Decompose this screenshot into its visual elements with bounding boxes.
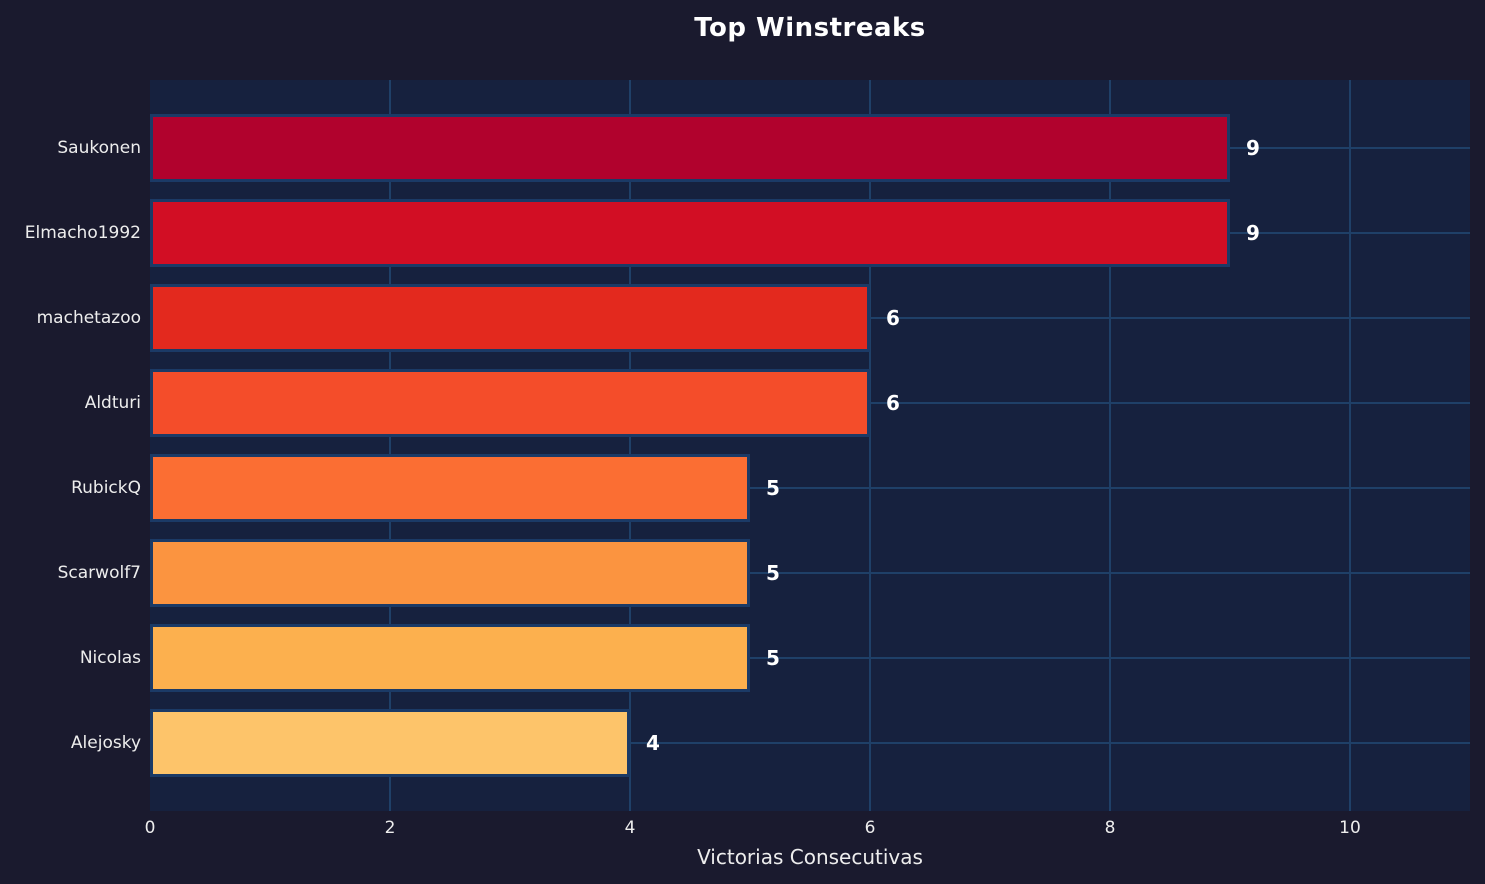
bar-machetazoo xyxy=(150,284,870,352)
horizontal-gridline xyxy=(150,572,1470,574)
x-tick-label: 6 xyxy=(864,818,876,838)
bar-value-label: 5 xyxy=(766,561,780,585)
y-axis-label-rubickq: RubickQ xyxy=(71,478,141,498)
vertical-gridline xyxy=(1109,80,1111,811)
y-axis-label-machetazoo: machetazoo xyxy=(36,308,141,328)
horizontal-gridline xyxy=(150,742,1470,744)
x-tick-label: 2 xyxy=(384,818,396,838)
vertical-gridline xyxy=(629,80,631,811)
bar-elmacho1992 xyxy=(150,199,1230,267)
bar-value-label: 5 xyxy=(766,646,780,670)
bar-alejosky xyxy=(150,709,630,777)
y-axis-label-saukonen: Saukonen xyxy=(57,138,141,158)
x-axis-title: Victorias Consecutivas xyxy=(697,845,923,869)
x-tick-label: 10 xyxy=(1339,818,1361,838)
bar-aldturi xyxy=(150,369,870,437)
y-axis-label-scarwolf7: Scarwolf7 xyxy=(57,563,141,583)
horizontal-gridline xyxy=(150,657,1470,659)
bar-value-label: 9 xyxy=(1246,221,1260,245)
bar-saukonen xyxy=(150,114,1230,182)
bar-value-label: 6 xyxy=(886,306,900,330)
y-axis-label-elmacho1992: Elmacho1992 xyxy=(24,223,141,243)
bar-value-label: 5 xyxy=(766,476,780,500)
bar-value-label: 4 xyxy=(646,731,660,755)
horizontal-gridline xyxy=(150,487,1470,489)
bar-nicolas xyxy=(150,624,750,692)
chart-title: Top Winstreaks xyxy=(694,13,926,43)
x-tick-label: 8 xyxy=(1104,818,1116,838)
bar-value-label: 6 xyxy=(886,391,900,415)
plot-area: 9 9 6 6 5 5 5 4 xyxy=(150,80,1470,811)
bar-value-label: 9 xyxy=(1246,136,1260,160)
vertical-gridline xyxy=(389,80,391,811)
y-axis-label-aldturi: Aldturi xyxy=(84,393,141,413)
y-axis-label-nicolas: Nicolas xyxy=(79,648,141,668)
vertical-gridline xyxy=(1349,80,1351,811)
bar-rubickq xyxy=(150,454,750,522)
x-tick-label: 4 xyxy=(624,818,636,838)
x-tick-label: 0 xyxy=(144,818,156,838)
y-axis-label-alejosky: Alejosky xyxy=(70,733,141,753)
vertical-gridline xyxy=(869,80,871,811)
bar-scarwolf7 xyxy=(150,539,750,607)
